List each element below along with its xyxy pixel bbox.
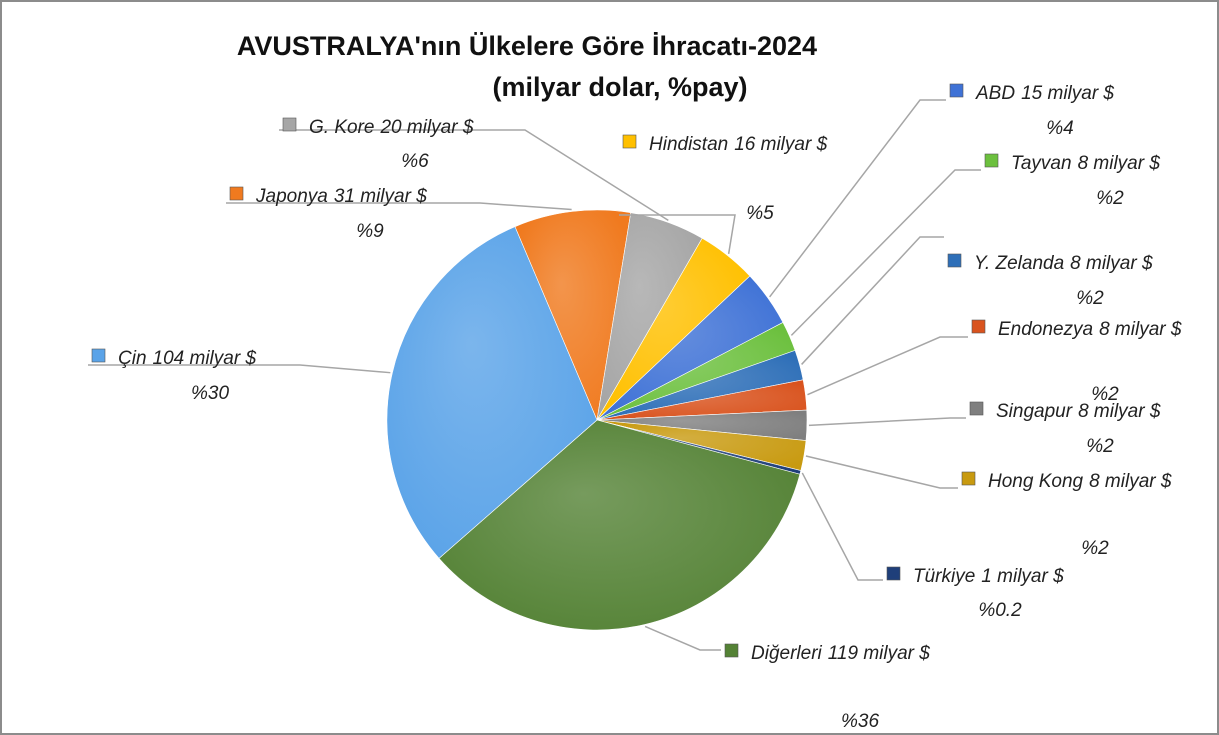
share-label: %30 (191, 383, 229, 404)
legend-key (947, 253, 962, 268)
value-label: 8 milyar $ (1078, 153, 1161, 174)
data-label: Tayvan 8 milyar $ (1011, 153, 1160, 174)
share-label: %2 (1081, 538, 1109, 559)
data-label: Japonya 31 milyar $ (255, 186, 427, 207)
legend-key (724, 643, 739, 658)
value-label: 8 milyar $ (1078, 401, 1161, 422)
legend-key (229, 186, 244, 201)
chart-subtitle: (milyar dolar, %pay) (492, 72, 747, 102)
value-label: 8 milyar $ (1099, 319, 1182, 340)
leader-line (808, 417, 966, 427)
legend-key (969, 401, 984, 416)
category-name: Diğerleri (751, 643, 823, 664)
category-name: Singapur (996, 401, 1073, 422)
category-name: Türkiye (913, 566, 975, 587)
category-name: Y. Zelanda (974, 253, 1064, 274)
leader-line (807, 336, 968, 396)
chart-title: AVUSTRALYA'nın Ülkelere Göre İhracatı-20… (237, 31, 817, 61)
data-label: Y. Zelanda 8 milyar $ (974, 253, 1153, 274)
category-name: Endonezya (998, 319, 1093, 340)
leader-line (769, 99, 946, 298)
data-label: Endonezya 8 milyar $ (998, 319, 1182, 340)
leader-line (801, 472, 883, 581)
value-label: 104 milyar $ (153, 348, 257, 369)
leader-line (226, 202, 572, 211)
pie-slice (386, 226, 598, 559)
legend-key (282, 117, 297, 132)
category-name: Tayvan (1011, 153, 1072, 174)
value-label: 119 milyar $ (828, 643, 931, 664)
value-label: 15 milyar $ (1021, 83, 1114, 104)
share-label: %4 (1046, 118, 1073, 139)
leader-line (88, 364, 391, 374)
leader-line (619, 214, 736, 254)
value-label: 8 milyar $ (1070, 253, 1153, 274)
leader-line (790, 169, 981, 336)
share-label: %2 (1091, 384, 1119, 405)
share-label: %2 (1086, 436, 1114, 457)
share-label: %5 (746, 203, 774, 224)
legend-key (971, 319, 986, 334)
legend-key (984, 153, 999, 168)
data-label: G. Kore 20 milyar $ (309, 117, 474, 138)
value-label: 16 milyar $ (734, 134, 827, 155)
category-name: Japonya (255, 186, 328, 207)
data-label: Hindistan 16 milyar $ (649, 134, 828, 155)
share-label: %2 (1076, 288, 1104, 309)
data-label: Diğerleri 119 milyar $ (751, 643, 930, 664)
pie-slice (438, 419, 801, 631)
legend-key (961, 471, 976, 486)
value-label: 8 milyar $ (1089, 471, 1172, 492)
legend-key (886, 566, 901, 581)
data-label: Çin 104 milyar $ (118, 348, 256, 369)
share-label: %6 (401, 151, 429, 172)
value-label: 20 milyar $ (379, 117, 473, 138)
data-label: ABD 15 milyar $ (975, 83, 1114, 104)
value-label: 31 milyar $ (334, 186, 427, 207)
category-name: Çin (118, 348, 147, 369)
category-name: ABD (975, 83, 1015, 104)
leader-line (801, 236, 944, 365)
leader-line (805, 455, 958, 489)
legend-key (622, 134, 637, 149)
category-name: Hindistan (649, 134, 728, 155)
legend-key (949, 83, 964, 98)
category-name: Hong Kong (988, 471, 1084, 492)
value-label: 1 milyar $ (981, 566, 1064, 587)
data-label: Singapur 8 milyar $ (996, 401, 1161, 422)
leader-line (644, 625, 721, 651)
data-label: Hong Kong 8 milyar $ (988, 471, 1172, 492)
share-label: %2 (1096, 188, 1124, 209)
pie-slice (514, 209, 632, 422)
share-label: %36 (841, 711, 879, 732)
leader-line (279, 129, 669, 221)
data-label: Türkiye 1 milyar $ (913, 566, 1064, 587)
legend-key (91, 348, 106, 363)
share-label: %9 (356, 221, 384, 242)
share-label: %0.2 (978, 600, 1022, 621)
category-name: G. Kore (309, 117, 374, 138)
